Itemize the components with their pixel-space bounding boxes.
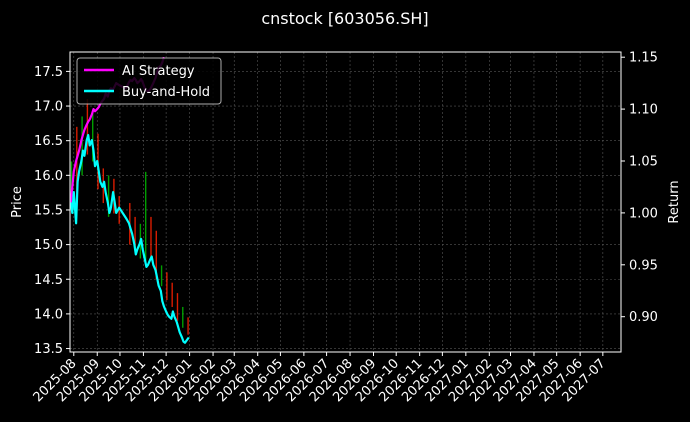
legend-label-ai-strategy: AI Strategy: [122, 64, 195, 79]
chart-title: cnstock [603056.SH]: [261, 9, 428, 28]
y-left-tick-label: 14.0: [34, 307, 63, 322]
x-ticks: 2025-082025-092025-102025-112025-122026-…: [31, 352, 609, 405]
y-left-tick-label: 13.5: [34, 342, 63, 357]
y-left-tick-label: 17.5: [34, 65, 63, 80]
y-right-ticks: 0.90 0.95 1.00 1.05 1.10 1.15: [621, 51, 658, 325]
y-right-tick-label: 0.95: [629, 258, 658, 273]
series-line-buy-and-hold: [69, 133, 190, 344]
y-left-tick-label: 16.5: [34, 134, 63, 149]
legend: AI Strategy Buy-and-Hold: [76, 57, 222, 105]
legend-label-buy-and-hold: Buy-and-Hold: [122, 85, 210, 100]
y-right-tick-label: 1.05: [629, 154, 658, 169]
y-left-tick-label: 15.5: [34, 203, 63, 218]
y-right-tick-label: 1.00: [629, 206, 658, 221]
y-right-tick-label: 1.10: [629, 103, 658, 118]
y-right-tick-label: 1.15: [629, 51, 658, 66]
y-left-ticks: 13.5 14.0 14.5 15.0 15.5 16.0 16.5 17.0 17.5: [34, 65, 70, 357]
y-left-tick-label: 14.5: [34, 273, 63, 288]
y-left-label: Price: [10, 186, 25, 218]
y-left-tick-label: 15.0: [34, 238, 63, 253]
y-left-tick-label: 16.0: [34, 169, 63, 184]
y-left-tick-label: 17.0: [34, 100, 63, 115]
y-right-tick-label: 0.90: [629, 310, 658, 325]
y-right-label: Return: [667, 180, 682, 223]
plot-frame: [69, 51, 622, 353]
